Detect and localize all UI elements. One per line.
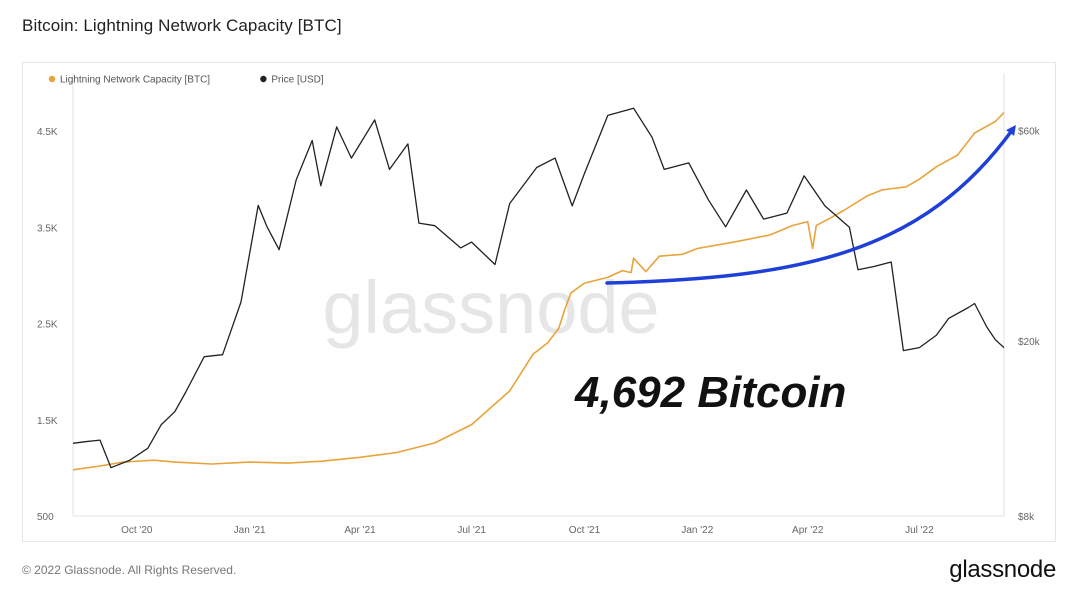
legend-marker-capacity — [48, 75, 56, 83]
x-tick-label: Oct '21 — [569, 525, 601, 536]
legend-label-capacity: Lightning Network Capacity [BTC] — [60, 75, 210, 86]
series-line-price — [72, 107, 1005, 469]
watermark-text: glassnode — [322, 266, 659, 349]
copyright-footer: © 2022 Glassnode. All Rights Reserved. — [22, 563, 237, 577]
annotation-capacity-label: 4,692 Bitcoin — [574, 368, 846, 417]
chart-canvas: glassnode 500 1.5K 2.5K 3.5K 4.5K $8k $20k $60k… — [37, 73, 1041, 536]
x-tick-label: Jul '21 — [457, 525, 486, 536]
legend-label-price: Price [USD] — [271, 75, 323, 86]
y-left-tick-label: 500 — [37, 512, 54, 523]
chart-title: Bitcoin: Lightning Network Capacity [BTC… — [22, 16, 342, 35]
legend-marker-price — [260, 75, 267, 83]
y-right-tick-label: $20k — [1018, 337, 1041, 348]
chart-panel: glassnode 500 1.5K 2.5K 3.5K 4.5K $8k $20k $60k… — [22, 62, 1056, 542]
x-tick-label: Jan '21 — [234, 525, 266, 536]
series-line-capacity — [72, 112, 1005, 471]
y-left-tick-label: 4.5K — [37, 127, 58, 138]
y-left-tick-label: 2.5K — [37, 320, 58, 331]
glassnode-logo[interactable]: glassnode — [949, 556, 1056, 583]
y-right-tick-label: $8k — [1018, 512, 1035, 523]
y-right-tick-label: $60k — [1018, 127, 1041, 138]
x-tick-label: Apr '21 — [344, 525, 376, 536]
y-left-tick-label: 1.5K — [37, 416, 58, 427]
x-tick-label: Oct '20 — [121, 525, 153, 536]
x-tick-label: Apr '22 — [792, 525, 824, 536]
x-tick-label: Jul '22 — [905, 525, 934, 536]
y-left-tick-label: 3.5K — [37, 223, 58, 234]
growth-arrow — [605, 124, 1016, 285]
x-tick-label: Jan '22 — [681, 525, 713, 536]
